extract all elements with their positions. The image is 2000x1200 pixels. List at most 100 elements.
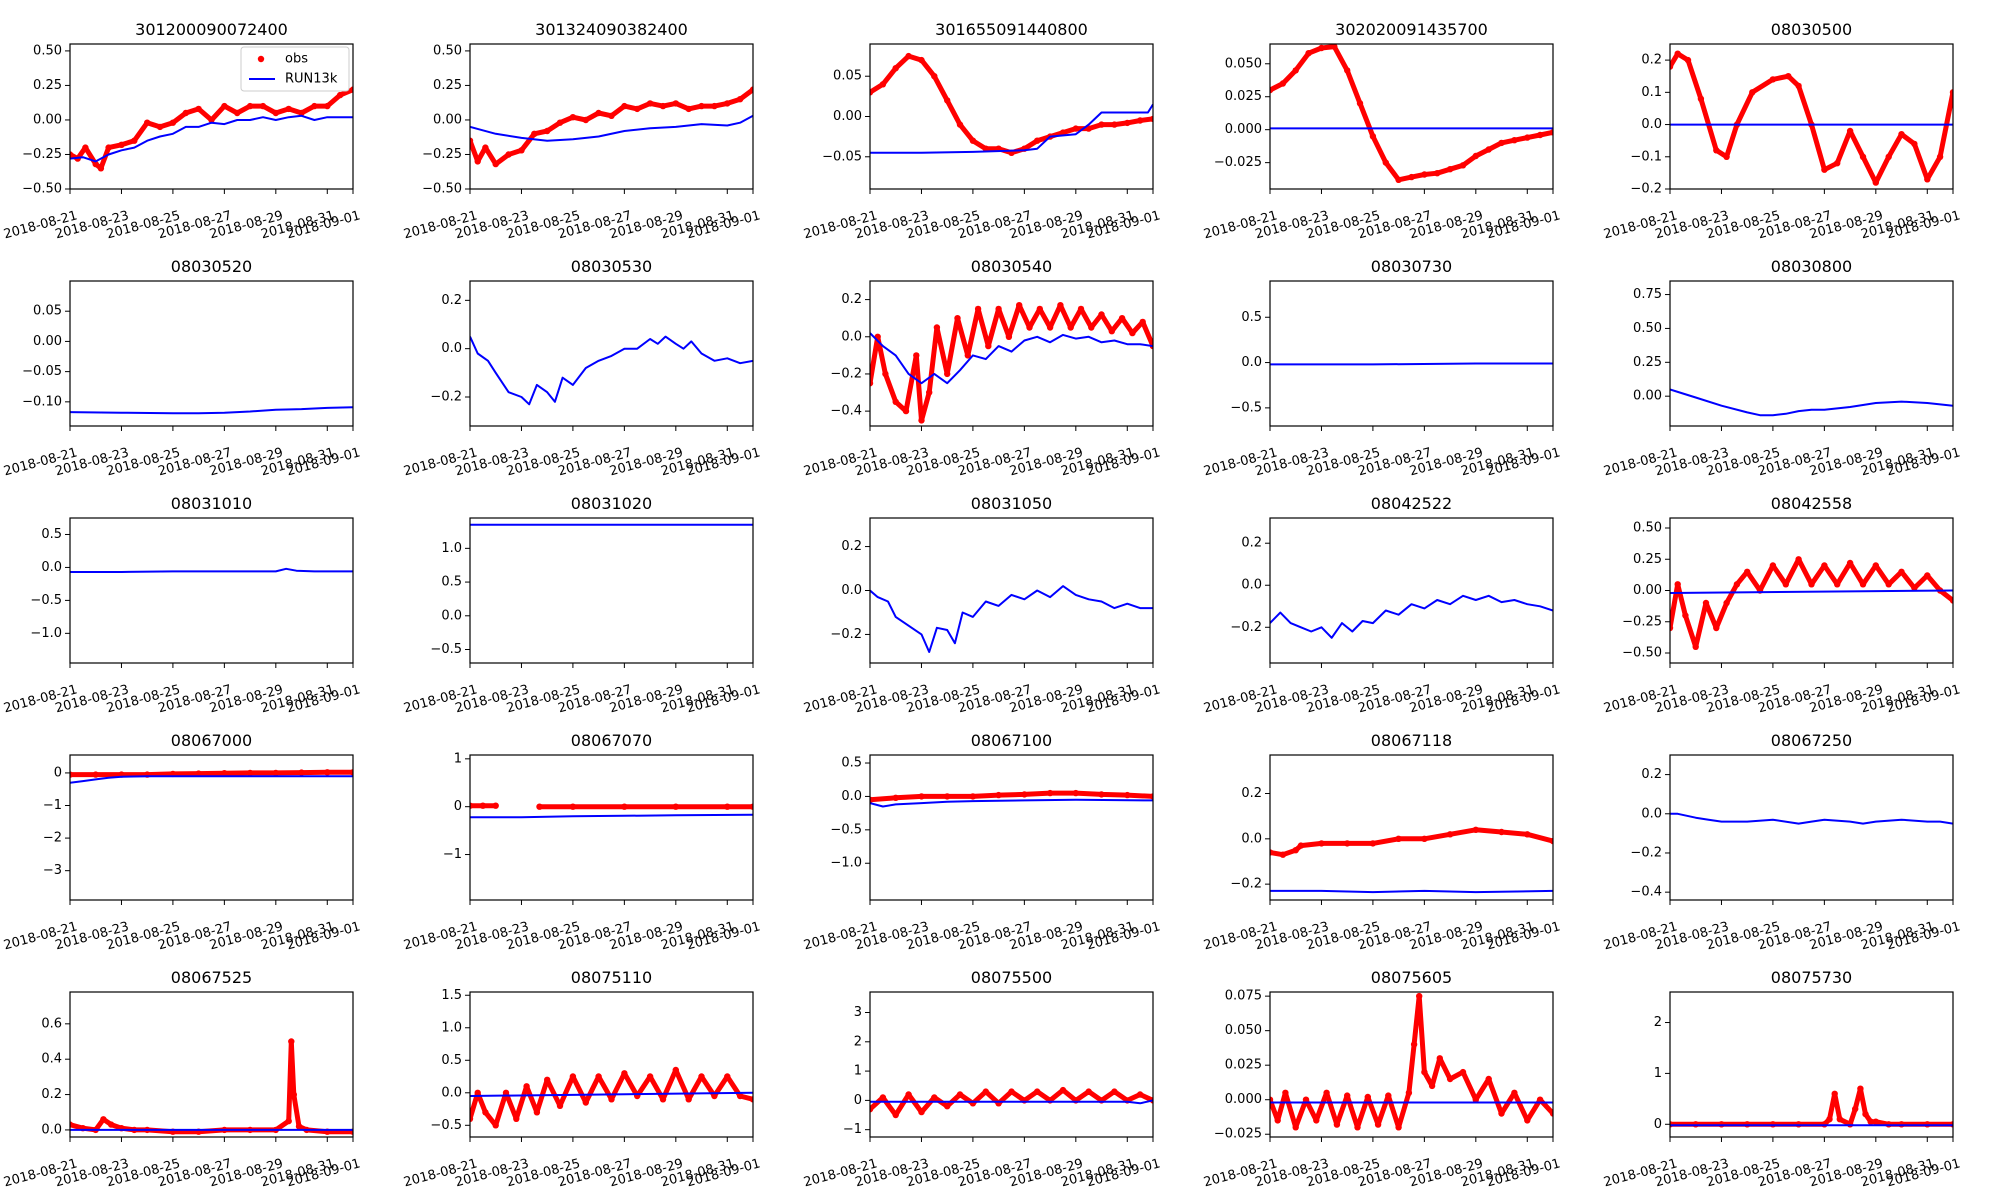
obs-point (1723, 153, 1730, 160)
obs-point (1292, 67, 1299, 74)
obs-point (870, 89, 874, 96)
obs-point (482, 144, 489, 151)
obs-point (1282, 1089, 1289, 1097)
subplot-title: 301324090382400 (535, 20, 688, 39)
model-series-line (1670, 388, 1953, 417)
obs-point (492, 160, 499, 168)
obs-point (1749, 89, 1756, 96)
obs-point (1867, 1118, 1874, 1125)
y-tick-label: 0.25 (433, 78, 462, 93)
obs-point (523, 1083, 530, 1090)
plot-area (470, 1066, 753, 1129)
y-tick-label: −0.1 (1630, 149, 1662, 164)
obs-point (931, 1094, 938, 1101)
obs-point (470, 1115, 474, 1122)
obs-point (1485, 1075, 1492, 1083)
obs-point (698, 1073, 705, 1080)
plot-area (1270, 826, 1553, 894)
plot-area (870, 789, 1153, 808)
obs-point (918, 793, 925, 800)
model-series-line (1670, 589, 1953, 594)
obs-point (1769, 76, 1777, 83)
obs-series-line (870, 53, 1153, 156)
axes-frame (69, 991, 354, 1138)
axes-frame (1269, 991, 1554, 1138)
obs-point (1118, 315, 1126, 322)
obs-point (582, 1099, 589, 1106)
obs-point (1472, 152, 1480, 160)
obs-point (298, 769, 305, 776)
y-tick-label: 0.4 (41, 1052, 62, 1067)
model-series-line (870, 1099, 1153, 1105)
obs-point (954, 315, 961, 322)
axes-frame (1669, 991, 1954, 1138)
model-series-line (70, 775, 353, 784)
obs-point (1428, 1082, 1436, 1090)
obs-point (659, 1096, 667, 1103)
obs-point (724, 100, 731, 107)
obs-point (1674, 50, 1681, 57)
y-tick-label: −1 (843, 1122, 862, 1137)
obs-point (1549, 129, 1553, 136)
y-tick-label: 0.025 (1225, 1058, 1262, 1073)
obs-point (1008, 1088, 1015, 1095)
obs-point (1924, 176, 1931, 183)
obs-point (1862, 1110, 1869, 1118)
obs-point (995, 791, 1002, 799)
y-tick-label: 0 (54, 765, 62, 780)
plot-area (70, 567, 353, 573)
obs-point (1821, 562, 1828, 569)
obs-point (1270, 86, 1274, 94)
obs-point (749, 86, 753, 93)
obs-point (892, 65, 899, 72)
obs-point (285, 1117, 292, 1125)
obs-point (1697, 95, 1705, 103)
obs-point (1344, 840, 1351, 847)
obs-point (108, 1121, 115, 1128)
obs-point (672, 100, 679, 107)
axes-frame (1269, 754, 1554, 901)
obs-point (221, 770, 228, 777)
y-tick-label: −0.10 (22, 394, 62, 409)
subplot-title: 08031010 (171, 494, 252, 513)
y-tick-label: 0.25 (1633, 552, 1662, 567)
y-tick-label: 1.0 (441, 1020, 462, 1035)
y-tick-label: 0.05 (33, 304, 62, 319)
y-tick-label: 2 (854, 1034, 862, 1049)
subplot-08030520: 08030520−0.10−0.050.000.052018-08-212018… (2, 257, 362, 479)
obs-point (698, 102, 705, 110)
obs-point (621, 1070, 628, 1077)
plot-area (870, 302, 1153, 424)
obs-point (918, 1108, 925, 1116)
y-tick-label: −0.5 (1230, 400, 1262, 415)
plot-area (870, 585, 1153, 653)
obs-point (1674, 581, 1681, 588)
subplot-08067250: 08067250−0.4−0.20.00.22018-08-212018-08-… (1602, 731, 1962, 953)
y-tick-label: 0.2 (841, 539, 862, 554)
subplot-08075605: 08075605−0.0250.0000.0250.0500.0752018-0… (1202, 968, 1562, 1190)
subplot-08031020: 08031020−0.50.00.51.02018-08-212018-08-2… (402, 494, 762, 716)
obs-point (1111, 1088, 1118, 1095)
obs-point (933, 324, 941, 331)
obs-point (1859, 581, 1867, 588)
obs-series-line (1670, 51, 1953, 186)
subplot-08075730: 080757300122018-08-212018-08-232018-08-2… (1602, 968, 1962, 1190)
y-tick-label: 0.0 (841, 329, 862, 344)
axes-frame (869, 991, 1154, 1138)
obs-point (749, 803, 753, 810)
obs-point (1702, 599, 1710, 607)
obs-point (1149, 793, 1153, 800)
y-tick-label: 0.50 (433, 43, 462, 58)
y-tick-label: 0.000 (1225, 1092, 1262, 1107)
model-series-line (1270, 889, 1553, 894)
obs-point (1885, 153, 1892, 160)
subplot-title: 08030730 (1371, 257, 1452, 276)
y-tick-label: −1.0 (30, 626, 62, 641)
obs-point (1034, 1088, 1041, 1095)
plot-area (1670, 1085, 1953, 1128)
obs-point (246, 102, 254, 110)
plot-area (1670, 388, 1953, 417)
model-series-line (1670, 812, 1953, 825)
obs-point (1305, 50, 1312, 57)
obs-point (1292, 847, 1299, 854)
